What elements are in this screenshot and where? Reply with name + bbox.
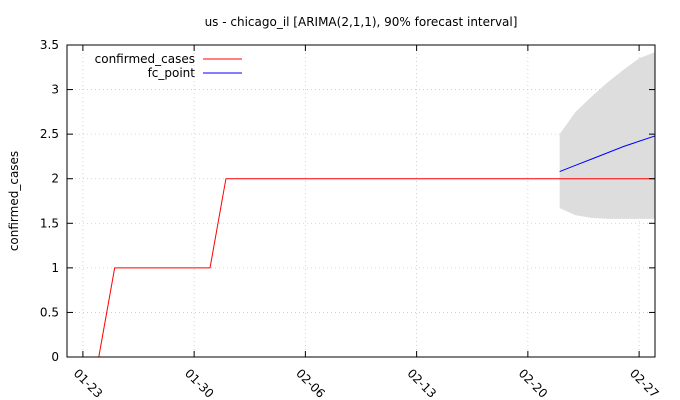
tick-layer: 0 0.5 1 1.5 2 2.5 3 3.5 01-23 01-30 02-06 02-13 02-2… bbox=[40, 38, 662, 400]
series-line-confirmed-cases bbox=[98, 178, 655, 358]
y-tick-label: 3.5 bbox=[40, 38, 59, 52]
legend-label-confirmed-cases: confirmed_cases bbox=[95, 52, 195, 66]
y-tick-label: 0 bbox=[51, 350, 59, 364]
y-tick-label: 3 bbox=[51, 83, 59, 97]
x-tick-label: 02-06 bbox=[293, 366, 328, 400]
x-tick-label: 01-23 bbox=[71, 366, 106, 400]
legend-label-fc-point: fc_point bbox=[148, 66, 196, 80]
forecast-interval-layer bbox=[559, 52, 655, 219]
y-axis-label: confirmed_cases bbox=[7, 151, 21, 251]
chart-title: us - chicago_il [ARIMA(2,1,1), 90% forec… bbox=[205, 15, 518, 29]
y-tick-label: 0.5 bbox=[40, 305, 59, 319]
series-layer bbox=[98, 135, 656, 358]
series-line-fc-point bbox=[559, 135, 656, 173]
plot-frame bbox=[66, 44, 656, 358]
y-tick-label: 1.5 bbox=[40, 216, 59, 230]
y-tick-label: 1 bbox=[51, 261, 59, 275]
y-tick-label: 2.5 bbox=[40, 127, 59, 141]
x-tick-label: 02-27 bbox=[627, 366, 662, 400]
x-tick-label: 02-13 bbox=[405, 366, 440, 400]
forecast-interval-band bbox=[559, 52, 655, 219]
x-tick-label: 01-30 bbox=[182, 366, 217, 400]
y-tick-label: 2 bbox=[51, 172, 59, 186]
x-tick-label: 02-20 bbox=[516, 366, 551, 400]
